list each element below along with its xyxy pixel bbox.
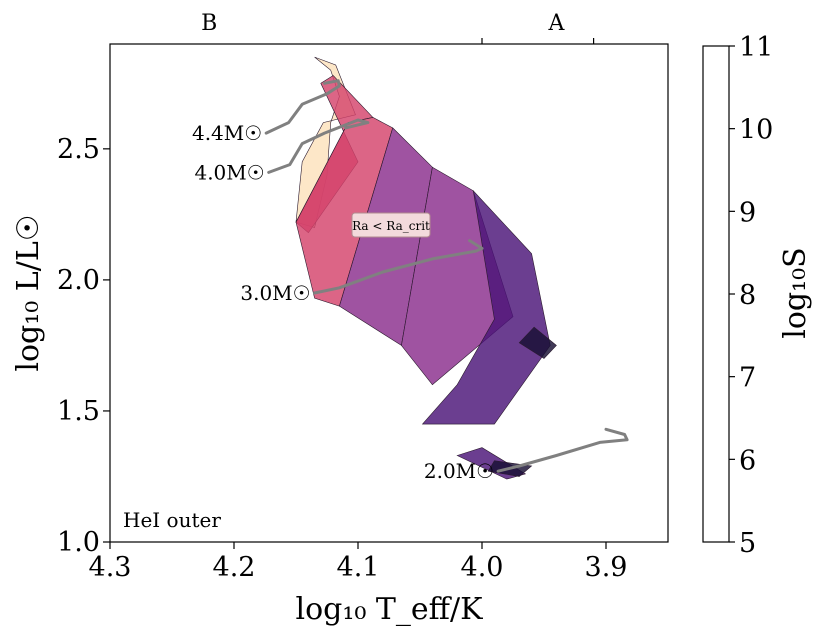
panel-label: HeI outer bbox=[123, 508, 221, 532]
x-tick-1: 4.2 bbox=[213, 552, 256, 583]
track-label-1: 4.0M☉ bbox=[194, 160, 264, 184]
x-tick-0: 4.3 bbox=[89, 552, 132, 583]
colorbar-tick-6: 11 bbox=[739, 32, 773, 63]
y-tick-1: 1.5 bbox=[57, 396, 100, 427]
annotation-text: Ra < Ra_crit bbox=[352, 219, 430, 233]
track-line-0 bbox=[264, 79, 341, 135]
top-label-0: B bbox=[201, 11, 217, 36]
track-label-0: 4.4M☉ bbox=[192, 121, 262, 145]
colorbar: 5 6 7 8 9 10 11 bbox=[702, 32, 773, 559]
annotation-box: Ra < Ra_crit bbox=[351, 212, 431, 238]
track-line-1 bbox=[267, 118, 370, 174]
label-layer: 4.4M☉ 4.0M☉ 3.0M☉ 2.0M☉ bbox=[192, 121, 494, 483]
top-label-1: A bbox=[547, 11, 565, 36]
region-layer bbox=[295, 56, 557, 480]
colorbar-tick-3: 8 bbox=[739, 280, 756, 311]
y-axis-title: log₁₀ L/L☉ bbox=[11, 214, 46, 371]
track-layer bbox=[264, 79, 629, 473]
y-tick-3: 2.5 bbox=[57, 134, 100, 165]
colorbar-tick-4: 9 bbox=[739, 197, 756, 228]
colorbar-tick-2: 7 bbox=[739, 363, 756, 394]
track-line-2 bbox=[313, 239, 484, 295]
y-tick-0: 1.0 bbox=[57, 527, 100, 558]
y-tick-2: 2.0 bbox=[57, 265, 100, 296]
x-tick-3: 4.0 bbox=[461, 552, 504, 583]
colorbar-label: log₁₀S bbox=[778, 247, 813, 338]
x-tick-4: 3.9 bbox=[585, 552, 628, 583]
colorbar-tick-5: 10 bbox=[739, 115, 773, 146]
track-line-3 bbox=[496, 427, 629, 473]
x-tick-2: 4.1 bbox=[337, 552, 380, 583]
plot-frame bbox=[109, 43, 669, 543]
region-5 bbox=[421, 189, 551, 425]
track-label-2: 3.0M☉ bbox=[240, 281, 310, 305]
colorbar-frame bbox=[702, 45, 730, 543]
region-6 bbox=[518, 326, 557, 359]
track-label-3: 2.0M☉ bbox=[424, 459, 494, 483]
x-axis-title: log₁₀ T_eff/K bbox=[295, 592, 483, 627]
colorbar-tick-1: 6 bbox=[739, 445, 756, 476]
colorbar-tick-0: 5 bbox=[739, 528, 756, 559]
